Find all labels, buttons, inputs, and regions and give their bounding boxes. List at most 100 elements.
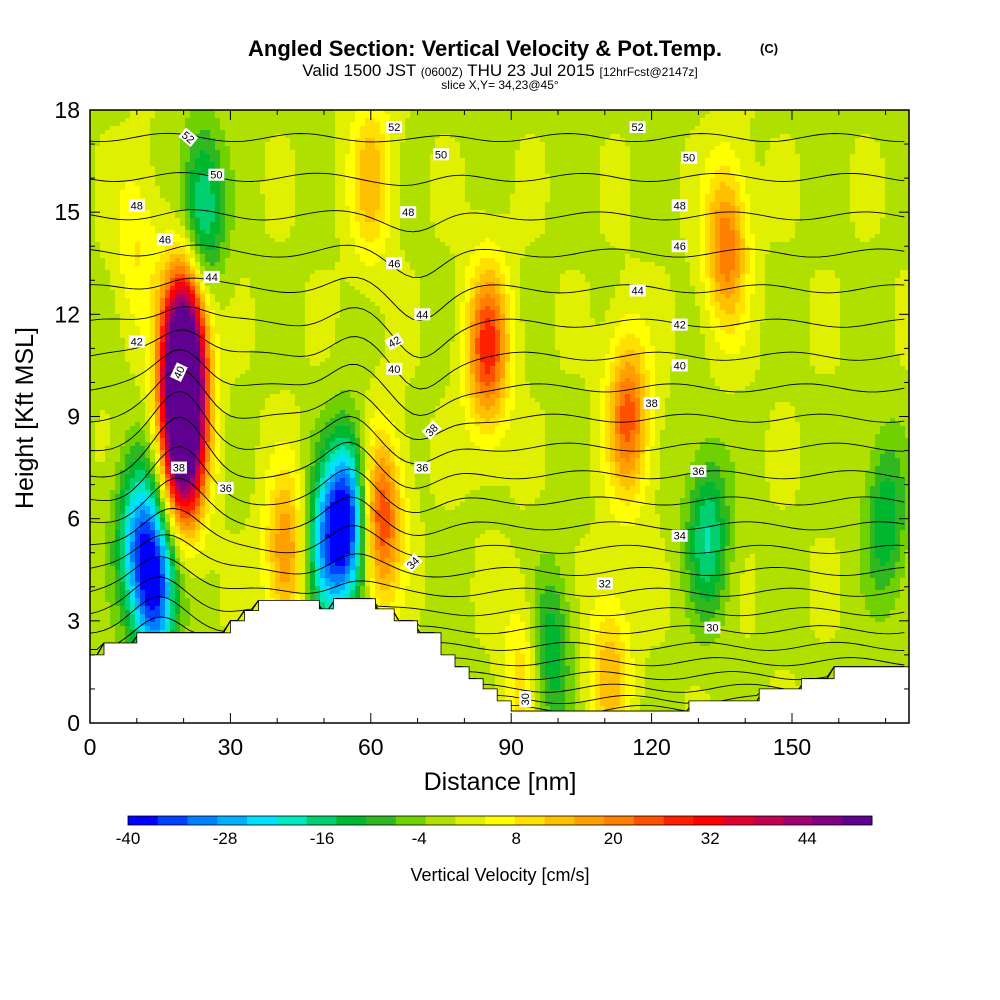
velocity-cell xyxy=(185,426,191,431)
velocity-cell xyxy=(155,262,161,267)
velocity-cell xyxy=(120,174,126,179)
velocity-cell xyxy=(150,394,156,399)
velocity-cell xyxy=(125,142,131,147)
velocity-cell xyxy=(175,294,181,299)
velocity-cell xyxy=(130,118,136,123)
velocity-cell xyxy=(175,518,181,523)
velocity-cell xyxy=(130,574,136,579)
velocity-cell xyxy=(180,358,186,363)
velocity-cell xyxy=(215,230,221,235)
velocity-cell xyxy=(135,362,141,367)
velocity-cell xyxy=(245,394,251,399)
velocity-cell xyxy=(90,366,96,371)
velocity-cell xyxy=(150,454,156,459)
velocity-cell xyxy=(185,614,191,619)
velocity-cell xyxy=(155,522,161,527)
velocity-cell xyxy=(235,606,241,611)
velocity-cell xyxy=(225,186,231,191)
velocity-cell xyxy=(185,174,191,179)
velocity-cell xyxy=(215,358,221,363)
velocity-cell xyxy=(200,166,206,171)
velocity-cell xyxy=(245,598,251,603)
velocity-cell xyxy=(235,546,241,551)
velocity-cell xyxy=(140,466,146,471)
velocity-cell xyxy=(125,362,131,367)
velocity-cell xyxy=(150,258,156,263)
velocity-cell xyxy=(210,394,216,399)
velocity-cell xyxy=(250,282,256,287)
velocity-cell xyxy=(185,506,191,511)
velocity-cell xyxy=(95,290,101,295)
velocity-cell xyxy=(245,506,251,511)
velocity-cell xyxy=(200,534,206,539)
velocity-cell xyxy=(115,426,121,431)
velocity-cell xyxy=(205,546,211,551)
velocity-cell xyxy=(230,450,236,455)
velocity-cell xyxy=(110,238,116,243)
velocity-cell xyxy=(250,210,256,215)
velocity-cell xyxy=(150,178,156,183)
velocity-cell xyxy=(160,466,166,471)
velocity-cell xyxy=(140,290,146,295)
velocity-cell xyxy=(145,478,151,483)
velocity-cell xyxy=(145,262,151,267)
velocity-cell xyxy=(175,398,181,403)
velocity-cell xyxy=(175,266,181,271)
velocity-cell xyxy=(235,166,241,171)
velocity-cell xyxy=(240,238,246,243)
velocity-cell xyxy=(205,298,211,303)
velocity-cell xyxy=(225,398,231,403)
velocity-cell xyxy=(200,506,206,511)
velocity-cell xyxy=(130,146,136,151)
velocity-cell xyxy=(100,534,106,539)
velocity-cell xyxy=(210,198,216,203)
velocity-cell xyxy=(195,594,201,599)
velocity-cell xyxy=(125,130,131,135)
velocity-cell xyxy=(160,546,166,551)
velocity-cell xyxy=(220,418,226,423)
velocity-cell xyxy=(150,430,156,435)
velocity-cell xyxy=(110,338,116,343)
velocity-cell xyxy=(110,306,116,311)
velocity-cell xyxy=(215,522,221,527)
velocity-cell xyxy=(95,554,101,559)
velocity-cell xyxy=(140,406,146,411)
velocity-cell xyxy=(125,358,131,363)
velocity-cell xyxy=(210,550,216,555)
velocity-cell xyxy=(240,234,246,239)
velocity-cell xyxy=(250,126,256,131)
velocity-cell xyxy=(120,522,126,527)
velocity-cell xyxy=(150,234,156,239)
velocity-cell xyxy=(115,582,121,587)
velocity-cell xyxy=(100,434,106,439)
velocity-cell xyxy=(155,182,161,187)
velocity-cell xyxy=(150,162,156,167)
velocity-cell xyxy=(210,162,216,167)
velocity-cell xyxy=(195,450,201,455)
velocity-cell xyxy=(90,358,96,363)
velocity-cell xyxy=(220,270,226,275)
velocity-cell xyxy=(150,278,156,283)
velocity-cell xyxy=(220,554,226,559)
velocity-cell xyxy=(135,182,141,187)
velocity-cell xyxy=(175,386,181,391)
velocity-cell xyxy=(245,562,251,567)
velocity-cell xyxy=(235,278,241,283)
velocity-cell xyxy=(215,134,221,139)
velocity-cell xyxy=(110,190,116,195)
velocity-cell xyxy=(225,322,231,327)
velocity-cell xyxy=(90,274,96,279)
velocity-cell xyxy=(105,314,111,319)
velocity-cell xyxy=(205,334,211,339)
velocity-cell xyxy=(185,402,191,407)
velocity-cell xyxy=(155,578,161,583)
velocity-cell xyxy=(240,582,246,587)
velocity-cell xyxy=(160,622,166,627)
velocity-cell xyxy=(195,474,201,479)
velocity-cell xyxy=(100,338,106,343)
velocity-cell xyxy=(145,298,151,303)
velocity-cell xyxy=(170,510,176,515)
velocity-cell xyxy=(195,302,201,307)
velocity-cell xyxy=(245,494,251,499)
velocity-cell xyxy=(115,238,121,243)
